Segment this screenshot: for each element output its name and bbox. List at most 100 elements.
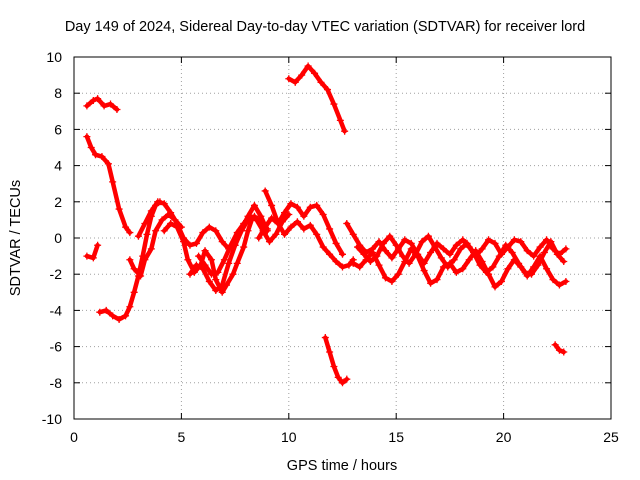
data-point: [229, 270, 237, 278]
data-point: [109, 178, 117, 186]
data-point: [186, 241, 194, 249]
data-point: [321, 334, 329, 342]
data-point: [452, 268, 460, 276]
data-point: [551, 341, 559, 349]
data-point: [452, 241, 460, 249]
series-band: [350, 246, 569, 290]
data-point: [281, 230, 289, 238]
data-point: [540, 248, 548, 256]
data-point: [317, 78, 325, 86]
data-point: [306, 221, 314, 229]
data-point: [300, 225, 308, 233]
data-point: [560, 348, 568, 356]
data-point: [201, 261, 209, 269]
data-point: [446, 250, 454, 258]
data-point: [91, 151, 99, 159]
data-point: [431, 243, 439, 251]
data-point: [349, 259, 357, 267]
data-point: [476, 261, 484, 269]
data-point: [523, 247, 531, 255]
data-point: [126, 303, 134, 311]
data-point: [212, 276, 220, 284]
data-point: [218, 238, 226, 246]
data-point: [244, 227, 252, 235]
data-point: [439, 245, 447, 253]
data-point: [379, 239, 387, 247]
y-tick-label: 8: [54, 85, 62, 101]
data-point: [268, 201, 276, 209]
data-point: [255, 234, 263, 242]
data-point: [536, 243, 544, 251]
y-tick-label: -8: [50, 375, 63, 391]
data-point: [459, 265, 467, 273]
data-point: [220, 256, 228, 264]
data-point: [130, 265, 138, 273]
data-point: [530, 252, 538, 260]
data-point: [104, 160, 112, 168]
data-point: [311, 69, 319, 77]
x-tick-label: 20: [496, 429, 512, 445]
data-point: [298, 71, 306, 79]
data-point: [205, 277, 213, 285]
data-point: [427, 279, 435, 287]
data-point: [478, 245, 486, 253]
data-point: [274, 220, 282, 228]
data-point: [491, 239, 499, 247]
data-point: [160, 227, 168, 235]
data-point: [420, 267, 428, 275]
data-point: [528, 270, 536, 278]
data-point: [332, 258, 340, 266]
data-point: [184, 256, 192, 264]
data-point: [339, 379, 346, 387]
data-point: [199, 229, 207, 237]
data-point: [304, 62, 312, 70]
data-point: [562, 245, 570, 253]
data-point: [109, 312, 117, 320]
x-tick-label: 15: [388, 429, 404, 445]
data-point: [233, 229, 241, 237]
data-point: [240, 243, 248, 251]
data-point: [115, 205, 123, 213]
series-arc-q: [551, 341, 568, 356]
x-axis-label: GPS time / hours: [287, 458, 397, 474]
data-point: [401, 236, 409, 244]
series-band: [84, 134, 133, 235]
data-point: [212, 286, 220, 294]
data-point: [167, 220, 175, 228]
data-point: [285, 75, 293, 83]
data-point: [272, 230, 280, 238]
y-tick-label: 2: [54, 194, 62, 210]
data-point: [459, 236, 467, 244]
data-point: [336, 116, 344, 124]
data-point: [214, 268, 222, 276]
data-point: [147, 245, 155, 253]
data-point: [553, 250, 561, 258]
data-point: [313, 230, 321, 238]
chart-title: Day 149 of 2024, Sidereal Day-to-day VTE…: [65, 19, 585, 35]
data-point: [381, 274, 389, 282]
data-point: [218, 281, 226, 289]
axis-ticks: [73, 56, 612, 420]
data-point: [257, 212, 265, 220]
data-point: [268, 214, 276, 222]
data-point: [319, 243, 327, 251]
data-point: [87, 144, 95, 151]
data-point: [225, 259, 233, 267]
data-point: [341, 127, 349, 135]
data-point: [300, 212, 308, 220]
data-point: [233, 259, 241, 267]
x-tick-label: 0: [70, 429, 78, 445]
series-arc-i: [195, 210, 293, 278]
data-points: [83, 62, 570, 387]
data-point: [555, 346, 563, 354]
data-point: [167, 209, 175, 217]
data-point: [180, 238, 188, 246]
series-band: [286, 63, 347, 134]
data-point: [381, 247, 389, 255]
data-point: [515, 259, 523, 267]
data-point: [366, 258, 374, 266]
y-tick-label: -2: [50, 266, 63, 282]
data-point: [89, 254, 97, 262]
data-point: [360, 250, 368, 258]
data-point: [113, 105, 121, 113]
